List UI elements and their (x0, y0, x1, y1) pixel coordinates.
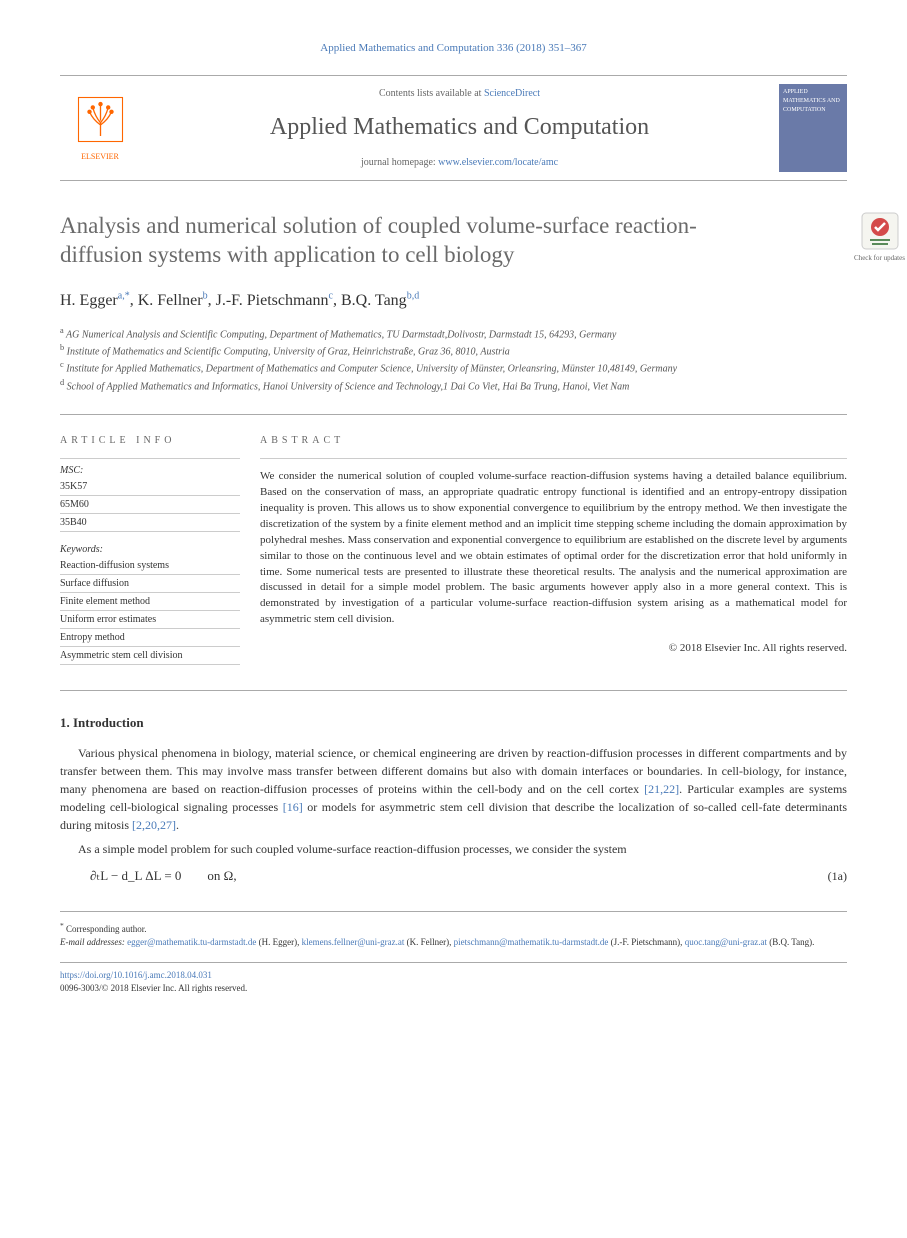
keyword-item: Uniform error estimates (60, 611, 240, 629)
intro-paragraph-1: Various physical phenomena in biology, m… (60, 744, 847, 834)
authors-line: H. Eggera,*, K. Fellnerb, J.-F. Pietschm… (60, 288, 847, 312)
doi-link[interactable]: https://doi.org/10.1016/j.amc.2018.04.03… (60, 970, 212, 980)
sciencedirect-link[interactable]: ScienceDirect (484, 88, 540, 99)
abstract-column: ABSTRACT We consider the numerical solut… (260, 433, 847, 665)
email-addresses: E-mail addresses: egger@mathematik.tu-da… (60, 936, 847, 950)
ref-link[interactable]: [2,20,27] (132, 818, 176, 832)
abstract-text: We consider the numerical solution of co… (260, 469, 847, 628)
citation-header: Applied Mathematics and Computation 336 … (60, 40, 847, 57)
equation-body: ∂ₜL − d_L ΔL = 0 on Ω, (90, 866, 828, 886)
keyword-item: Entropy method (60, 629, 240, 647)
header-center: Contents lists available at ScienceDirec… (140, 86, 779, 170)
msc-item: 65M60 (60, 496, 240, 514)
affiliations: a AG Numerical Analysis and Scientific C… (60, 325, 847, 394)
email-link[interactable]: quoc.tang@uni-graz.at (685, 937, 767, 947)
intro-paragraph-2: As a simple model problem for such coupl… (60, 840, 847, 858)
footnotes: * Corresponding author. E-mail addresses… (60, 911, 847, 950)
article-info-column: ARTICLE INFO MSC: 35K57 65M60 35B40 Keyw… (60, 433, 260, 665)
ref-link[interactable]: [16] (283, 800, 303, 814)
author-1: H. Eggera,* (60, 292, 130, 309)
info-abstract-block: ARTICLE INFO MSC: 35K57 65M60 35B40 Keyw… (60, 414, 847, 665)
keyword-item: Asymmetric stem cell division (60, 647, 240, 665)
abstract-heading: ABSTRACT (260, 433, 847, 448)
author-3: J.-F. Pietschmannc (216, 292, 333, 309)
citation-link[interactable]: Applied Mathematics and Computation 336 … (320, 42, 586, 54)
check-updates-label: Check for updates (852, 254, 907, 263)
author-4: B.Q. Tangb,d (341, 292, 419, 309)
keyword-item: Surface diffusion (60, 575, 240, 593)
keywords-label: Keywords: (60, 542, 240, 557)
article-title: Analysis and numerical solution of coupl… (60, 211, 847, 271)
title-text: Analysis and numerical solution of coupl… (60, 213, 697, 268)
homepage-link[interactable]: www.elsevier.com/locate/amc (438, 157, 558, 168)
issn-copyright: 0096-3003/© 2018 Elsevier Inc. All right… (60, 982, 847, 995)
elsevier-label: ELSEVIER (60, 151, 140, 163)
affiliation-c: c Institute for Applied Mathematics, Dep… (60, 359, 847, 376)
homepage-prefix: journal homepage: (361, 157, 438, 168)
article-info-heading: ARTICLE INFO (60, 433, 240, 448)
keyword-item: Finite element method (60, 593, 240, 611)
equation-1a: ∂ₜL − d_L ΔL = 0 on Ω, (1a) (90, 866, 847, 886)
affiliation-d: d School of Applied Mathematics and Info… (60, 377, 847, 394)
equation-number: (1a) (828, 867, 847, 885)
email-link[interactable]: egger@mathematik.tu-darmstadt.de (127, 937, 256, 947)
msc-item: 35K57 (60, 478, 240, 496)
ref-link[interactable]: [21,22] (644, 782, 679, 796)
bottom-block: https://doi.org/10.1016/j.amc.2018.04.03… (60, 962, 847, 994)
corresponding-note: * Corresponding author. (60, 920, 847, 937)
msc-label: MSC: (60, 463, 240, 478)
elsevier-logo[interactable]: ELSEVIER (60, 92, 140, 163)
email-link[interactable]: pietschmann@mathematik.tu-darmstadt.de (454, 937, 609, 947)
homepage-line: journal homepage: www.elsevier.com/locat… (140, 155, 779, 170)
journal-header: ELSEVIER Contents lists available at Sci… (60, 75, 847, 181)
journal-cover-thumbnail[interactable]: APPLIED MATHEMATICS AND COMPUTATION (779, 84, 847, 172)
msc-item: 35B40 (60, 514, 240, 532)
contents-prefix: Contents lists available at (379, 88, 484, 99)
check-updates-badge[interactable]: Check for updates (852, 211, 907, 263)
cover-text: APPLIED MATHEMATICS AND COMPUTATION (783, 88, 843, 115)
keyword-item: Reaction-diffusion systems (60, 557, 240, 575)
abstract-copyright: © 2018 Elsevier Inc. All rights reserved… (260, 640, 847, 657)
check-updates-icon (860, 211, 900, 251)
elsevier-tree-icon (73, 92, 128, 147)
section-1-heading: 1. Introduction (60, 690, 847, 733)
email-link[interactable]: klemens.fellner@uni-graz.at (302, 937, 405, 947)
journal-name: Applied Mathematics and Computation (140, 109, 779, 145)
contents-line: Contents lists available at ScienceDirec… (140, 86, 779, 101)
affiliation-b: b Institute of Mathematics and Scientifi… (60, 342, 847, 359)
affiliation-a: a AG Numerical Analysis and Scientific C… (60, 325, 847, 342)
author-2: K. Fellnerb (138, 292, 208, 309)
